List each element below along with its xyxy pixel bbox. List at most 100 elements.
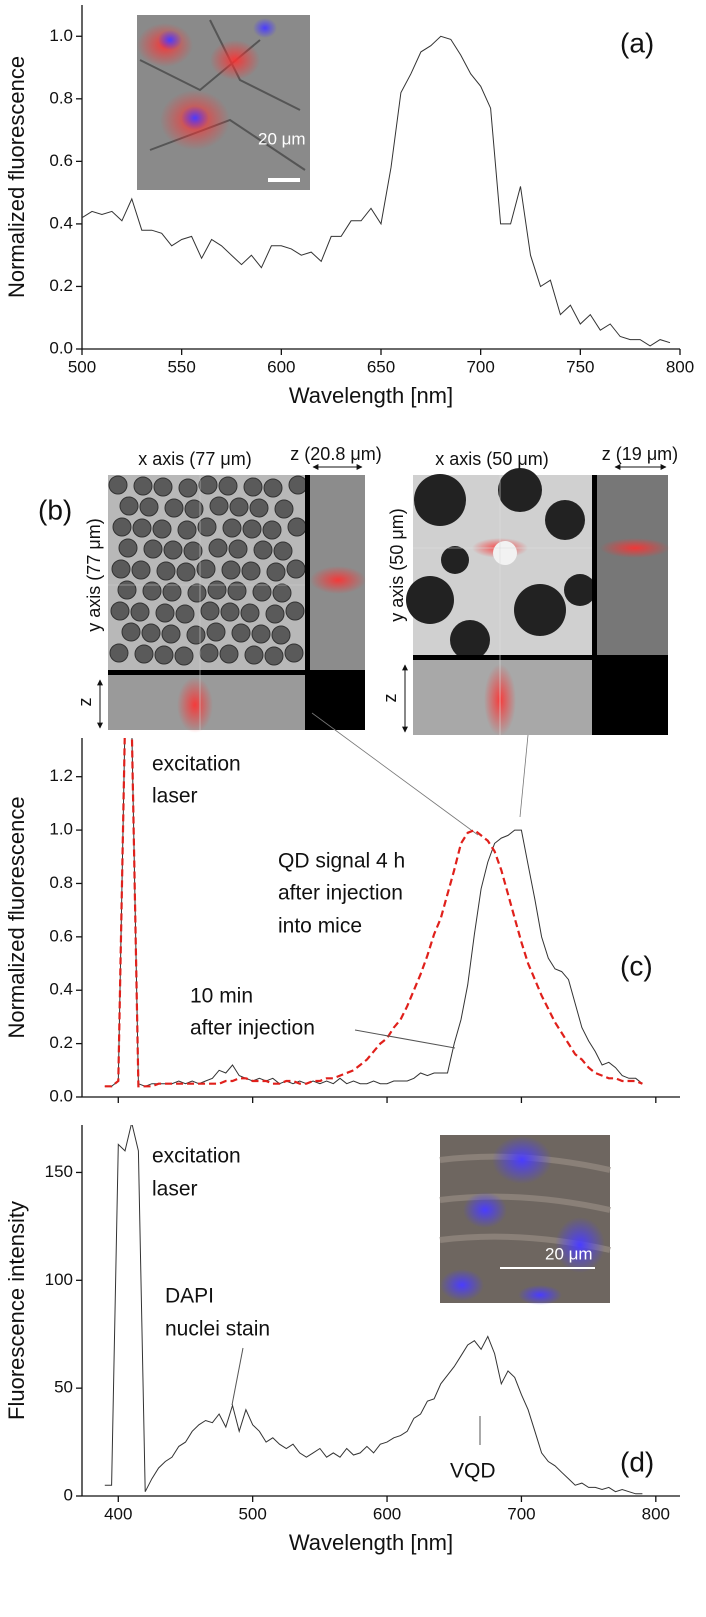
cell bbox=[133, 476, 153, 496]
y-tick-label: 0.8 bbox=[49, 873, 73, 892]
axis-caption: z (19 μm) bbox=[602, 444, 678, 464]
annotation: 20 μm bbox=[258, 129, 306, 148]
x-axis-title: Wavelength [nm] bbox=[289, 383, 453, 408]
cell bbox=[244, 645, 264, 665]
cell bbox=[164, 498, 184, 518]
cell bbox=[121, 622, 141, 642]
y-tick-label: 100 bbox=[45, 1270, 73, 1289]
cell bbox=[162, 582, 182, 602]
cell bbox=[545, 500, 585, 540]
cell bbox=[206, 622, 226, 642]
annotation: VQD bbox=[450, 1460, 496, 1483]
cell bbox=[514, 584, 566, 636]
cell bbox=[109, 643, 129, 663]
cell bbox=[174, 646, 194, 666]
annotation: 20 μm bbox=[545, 1244, 593, 1263]
y-tick-label: 0.2 bbox=[49, 1033, 73, 1052]
cell bbox=[286, 559, 306, 579]
cell bbox=[155, 603, 175, 623]
y-tick-label: 0.4 bbox=[49, 980, 73, 999]
cell bbox=[229, 497, 249, 517]
cell bbox=[143, 539, 163, 559]
cell bbox=[152, 519, 172, 539]
cell bbox=[263, 478, 283, 498]
cell bbox=[243, 477, 263, 497]
cell bbox=[111, 559, 131, 579]
cells bbox=[406, 468, 596, 660]
cell bbox=[178, 478, 198, 498]
cell bbox=[264, 646, 284, 666]
cell bbox=[284, 643, 304, 663]
cell bbox=[108, 475, 128, 495]
cell bbox=[498, 468, 542, 512]
axis-caption: y axis (77 μm) bbox=[84, 518, 104, 631]
cell bbox=[207, 580, 227, 600]
cell bbox=[131, 560, 151, 580]
cell bbox=[266, 562, 286, 582]
cell bbox=[161, 624, 181, 644]
chart: 0 50 100 150 400 500 600 700 800 Wavelength [nm] F… bbox=[4, 1125, 680, 1555]
y-tick-label: 1.0 bbox=[49, 820, 73, 839]
cell bbox=[198, 475, 218, 495]
cell bbox=[222, 518, 242, 538]
cell bbox=[564, 574, 596, 606]
cell bbox=[414, 474, 466, 526]
cell bbox=[249, 498, 269, 518]
cell bbox=[221, 560, 241, 580]
x-tick-label: 400 bbox=[104, 1504, 132, 1523]
annotation: 10 min bbox=[190, 985, 253, 1008]
x-tick-label: 750 bbox=[566, 357, 594, 376]
cell bbox=[119, 496, 139, 516]
y-tick-label: 0.2 bbox=[49, 276, 73, 295]
cell bbox=[163, 540, 183, 560]
cell bbox=[240, 603, 260, 623]
cell bbox=[219, 644, 239, 664]
axis-caption: z bbox=[75, 698, 95, 707]
cell bbox=[156, 561, 176, 581]
x-tick-label: 650 bbox=[367, 357, 395, 376]
cell bbox=[186, 625, 206, 645]
cell bbox=[285, 601, 305, 621]
cell bbox=[252, 582, 272, 602]
cell bbox=[209, 496, 229, 516]
annotation: into mice bbox=[278, 915, 362, 938]
cell bbox=[231, 623, 251, 643]
cell bbox=[153, 477, 173, 497]
x-tick-label: 550 bbox=[167, 357, 195, 376]
cell bbox=[183, 541, 203, 561]
y-axis-title: Fluorescence intensity bbox=[4, 1201, 29, 1420]
y-tick-label: 150 bbox=[45, 1162, 73, 1181]
cell bbox=[142, 581, 162, 601]
inset-image-a bbox=[137, 15, 310, 190]
panel-b: (b) x axis (77 μm) z (20.8 μm) y axis (7… bbox=[38, 444, 678, 836]
y-tick-label: 0 bbox=[64, 1485, 73, 1504]
annotation: QD signal 4 h bbox=[278, 850, 405, 873]
data-line bbox=[82, 35, 671, 347]
annotation: laser bbox=[152, 1178, 198, 1201]
cell bbox=[112, 517, 132, 537]
inset-image-d bbox=[439, 1135, 611, 1305]
y-tick-label: 0.6 bbox=[49, 926, 73, 945]
y-tick-label: 0.0 bbox=[49, 338, 73, 357]
x-axis-title: Wavelength [nm] bbox=[289, 1530, 453, 1555]
chart: 0.0 0.2 0.4 0.6 0.8 1.0 1.2 Normalized fluoresc… bbox=[4, 738, 680, 1105]
annotation: after injection bbox=[190, 1017, 315, 1040]
cell bbox=[271, 625, 291, 645]
cell bbox=[241, 561, 261, 581]
cell bbox=[132, 518, 152, 538]
leader-line bbox=[231, 1347, 244, 1406]
y-tick-label: 1.0 bbox=[49, 26, 73, 45]
cell bbox=[287, 517, 307, 537]
y-tick-label: 1.2 bbox=[49, 766, 73, 785]
chart: 0.0 0.2 0.4 0.6 0.8 1.0 500 550 600 650 700 750 800 W… bbox=[4, 5, 694, 408]
axis-caption: y axis (50 μm) bbox=[387, 508, 407, 621]
cell bbox=[262, 520, 282, 540]
leader-line bbox=[354, 1029, 456, 1049]
cell bbox=[199, 643, 219, 663]
annotation: after injection bbox=[278, 882, 403, 905]
y-axis-title: Normalized fluorescence bbox=[4, 56, 29, 298]
cell bbox=[117, 580, 137, 600]
axis-caption: x axis (77 μm) bbox=[138, 449, 251, 469]
cell bbox=[251, 624, 271, 644]
